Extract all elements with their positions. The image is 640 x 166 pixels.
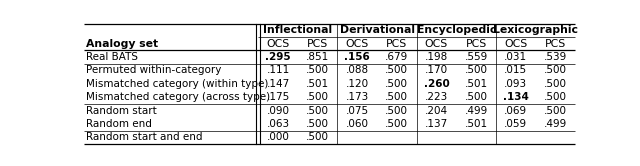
Text: Lexicographic: Lexicographic — [493, 25, 578, 35]
Text: .500: .500 — [465, 92, 488, 102]
Text: PCS: PCS — [545, 39, 566, 49]
Text: .059: .059 — [504, 119, 527, 129]
Text: .500: .500 — [306, 119, 329, 129]
Text: .679: .679 — [385, 52, 408, 62]
Text: .501: .501 — [465, 79, 488, 89]
Text: .120: .120 — [346, 79, 369, 89]
Text: OCS: OCS — [425, 39, 448, 49]
Text: .204: .204 — [425, 106, 448, 116]
Text: OCS: OCS — [504, 39, 527, 49]
Text: Random end: Random end — [86, 119, 152, 129]
Text: .156: .156 — [344, 52, 370, 62]
Text: .500: .500 — [385, 106, 408, 116]
Text: Derivational: Derivational — [340, 25, 415, 35]
Text: Random start: Random start — [86, 106, 157, 116]
Text: .501: .501 — [465, 119, 488, 129]
Text: .088: .088 — [346, 65, 369, 76]
Text: Inflectional: Inflectional — [263, 25, 332, 35]
Text: PCS: PCS — [386, 39, 408, 49]
Text: Random start and end: Random start and end — [86, 132, 203, 142]
Text: .539: .539 — [543, 52, 567, 62]
Text: .223: .223 — [425, 92, 448, 102]
Text: .500: .500 — [385, 79, 408, 89]
Text: .500: .500 — [306, 106, 329, 116]
Text: .500: .500 — [385, 119, 408, 129]
Text: .500: .500 — [544, 65, 566, 76]
Text: PCS: PCS — [307, 39, 328, 49]
Text: .031: .031 — [504, 52, 527, 62]
Text: Analogy set: Analogy set — [86, 39, 159, 49]
Text: .175: .175 — [266, 92, 290, 102]
Text: .060: .060 — [346, 119, 369, 129]
Text: .090: .090 — [267, 106, 289, 116]
Text: .173: .173 — [346, 92, 369, 102]
Text: .500: .500 — [544, 92, 566, 102]
Text: .500: .500 — [544, 79, 566, 89]
Text: Mismatched category (across type): Mismatched category (across type) — [86, 92, 271, 102]
Text: .295: .295 — [265, 52, 291, 62]
Text: Real BATS: Real BATS — [86, 52, 138, 62]
Text: .500: .500 — [385, 92, 408, 102]
Text: .111: .111 — [266, 65, 290, 76]
Text: Encyclopedic: Encyclopedic — [417, 25, 496, 35]
Text: .500: .500 — [306, 132, 329, 142]
Text: .137: .137 — [425, 119, 448, 129]
Text: .260: .260 — [424, 79, 449, 89]
Text: .075: .075 — [346, 106, 369, 116]
Text: .093: .093 — [504, 79, 527, 89]
Text: .559: .559 — [465, 52, 488, 62]
Text: OCS: OCS — [266, 39, 290, 49]
Text: .000: .000 — [267, 132, 289, 142]
Text: .198: .198 — [425, 52, 448, 62]
Text: .500: .500 — [385, 65, 408, 76]
Text: .500: .500 — [306, 65, 329, 76]
Text: .147: .147 — [266, 79, 290, 89]
Text: .851: .851 — [306, 52, 330, 62]
Text: .501: .501 — [306, 79, 329, 89]
Text: .500: .500 — [306, 92, 329, 102]
Text: .499: .499 — [465, 106, 488, 116]
Text: PCS: PCS — [465, 39, 486, 49]
Text: .134: .134 — [502, 92, 529, 102]
Text: .063: .063 — [266, 119, 290, 129]
Text: OCS: OCS — [346, 39, 369, 49]
Text: Mismatched category (within type): Mismatched category (within type) — [86, 79, 269, 89]
Text: .015: .015 — [504, 65, 527, 76]
Text: .499: .499 — [543, 119, 567, 129]
Text: Permuted within-category: Permuted within-category — [86, 65, 222, 76]
Text: .069: .069 — [504, 106, 527, 116]
Text: .170: .170 — [425, 65, 448, 76]
Text: .500: .500 — [544, 106, 566, 116]
Text: .500: .500 — [465, 65, 488, 76]
